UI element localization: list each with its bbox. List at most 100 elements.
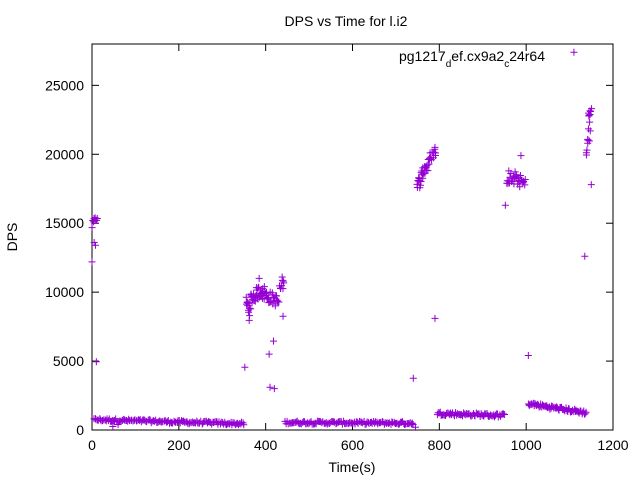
data-point [588,105,596,113]
data-point [416,181,424,189]
data-point [583,146,591,154]
legend-text-part: 24r64 [509,48,545,64]
data-point [268,289,276,297]
data-point [559,405,567,413]
y-tick-label: 20000 [45,146,84,162]
data-point [255,274,263,282]
data-point [92,358,100,366]
data-point [411,423,419,431]
data-point [511,168,519,176]
data-point [585,137,593,145]
data-point [93,216,101,224]
x-tick-label: 800 [428,437,452,453]
data-point [279,312,287,320]
data-point [586,127,594,135]
legend: pg1217def.cx9a2c24r64 [399,48,578,70]
data-point [266,298,274,306]
data-point [242,293,250,301]
x-tick-labels: 0 200 400 600 800 1000 1200 [88,437,629,453]
data-point [430,148,438,156]
legend-subscript: c [504,59,509,70]
x-tick-label: 1000 [511,437,542,453]
data-point [279,285,287,293]
x-tick-label: 1200 [597,437,628,453]
data-point [101,416,109,424]
x-tick-label: 200 [167,437,191,453]
data-point [109,423,117,431]
data-point [584,136,592,144]
data-point [275,298,283,306]
data-point [582,151,590,159]
data-point [501,411,509,419]
data-point [408,419,416,427]
data-point [88,258,96,266]
x-tick-label: 400 [254,437,278,453]
data-point [582,408,590,416]
data-point [505,167,513,175]
data-point [240,421,248,429]
legend-text-part: pg1217 [399,48,446,64]
legend-text-part: ef.cx9a2 [451,48,504,64]
data-point [263,295,271,303]
data-point [516,183,524,191]
data-point [114,420,122,428]
data-point [516,172,524,180]
data-point [269,337,277,345]
data-point [431,314,439,322]
y-tick-labels: 0 5000 10000 15000 20000 25000 [45,77,84,438]
data-point [266,383,274,391]
data-point [521,175,529,183]
y-axis-label: DPS [4,223,20,252]
data-point [459,412,466,420]
data-point [260,283,268,291]
data-point [250,297,258,305]
data-point [273,297,281,305]
data-point [581,252,589,260]
data-point [585,111,593,119]
legend-marker-symbol [570,48,578,56]
data-point [432,149,440,157]
legend-subscript: d [446,59,452,70]
data-point [270,385,278,393]
data-point [524,352,532,360]
data-point [265,350,273,358]
data-point [258,294,266,302]
y-tick-label: 5000 [53,353,84,369]
data-point [271,302,279,310]
legend-label: pg1217def.cx9a2c24r64 [399,48,545,70]
data-point [417,178,425,186]
x-tick-label: 0 [88,437,96,453]
data-point [587,107,595,115]
data-point [424,167,432,175]
data-point [431,143,439,151]
x-tick-label: 600 [341,437,365,453]
y-tick-label: 15000 [45,215,84,231]
x-axis-label: Time(s) [329,459,376,475]
data-point [278,273,286,281]
plot-frame [91,43,614,431]
y-tick-label: 0 [76,422,84,438]
data-point [390,418,398,426]
data-point [334,418,342,426]
data-point [581,410,589,418]
data-point [517,152,525,160]
data-point [91,241,99,249]
data-point [409,374,417,382]
data-point [88,224,96,232]
legend-marker [570,48,578,56]
data-point [587,181,595,189]
data-point [512,171,520,179]
data-point [425,160,433,168]
data-point [241,363,249,371]
data-point [93,215,101,223]
data-point [586,118,594,126]
data-point [407,420,415,428]
data-point [501,201,509,209]
y-tick-label: 25000 [45,77,84,93]
data-point [245,316,253,324]
axis-ticks [91,44,614,431]
data-points [88,105,596,431]
data-point [247,305,255,313]
data-point [518,176,526,184]
y-tick-label: 10000 [45,284,84,300]
